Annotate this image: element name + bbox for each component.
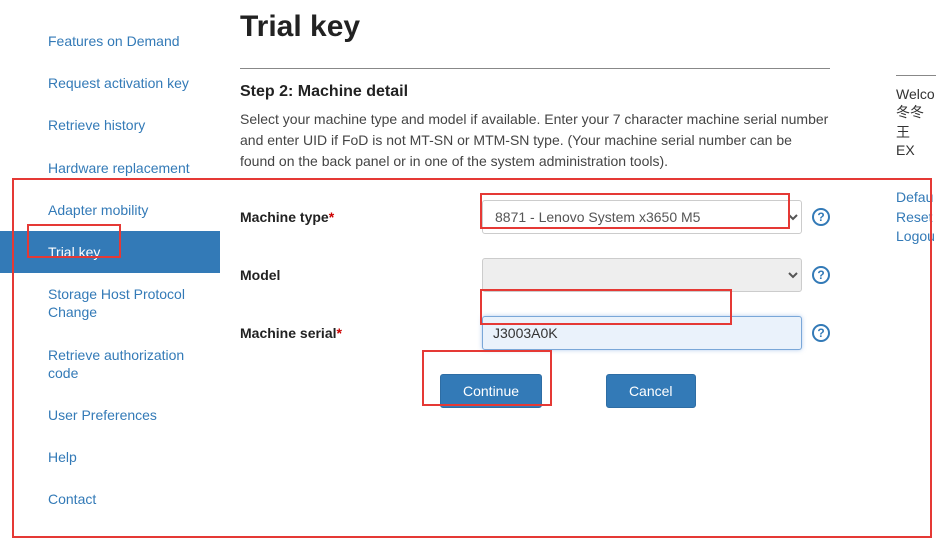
continue-button[interactable]: Continue bbox=[440, 374, 542, 408]
link-logout[interactable]: Logou bbox=[896, 227, 936, 247]
sidebar-item-features-on-demand[interactable]: Features on Demand bbox=[0, 20, 220, 62]
machine-serial-input[interactable] bbox=[482, 316, 802, 350]
sidebar-item-contact[interactable]: Contact bbox=[0, 478, 220, 520]
row-model: Model ? bbox=[240, 258, 830, 292]
sidebar-item-request-activation-key[interactable]: Request activation key bbox=[0, 62, 220, 104]
row-machine-type: Machine type* 8871 - Lenovo System x3650… bbox=[240, 200, 830, 234]
label-machine-serial: Machine serial* bbox=[240, 325, 482, 341]
label-machine-type: Machine type* bbox=[240, 209, 482, 225]
divider bbox=[240, 68, 830, 69]
help-icon[interactable]: ? bbox=[812, 208, 830, 226]
welcome-line2: 王 bbox=[896, 122, 936, 142]
sidebar-item-hardware-replacement[interactable]: Hardware replacement bbox=[0, 147, 220, 189]
label-machine-type-text: Machine type bbox=[240, 209, 329, 225]
label-machine-serial-text: Machine serial bbox=[240, 325, 337, 341]
sidebar-item-retrieve-authorization-code[interactable]: Retrieve authorization code bbox=[0, 334, 220, 394]
welcome-line3: EX bbox=[896, 142, 936, 158]
cancel-button[interactable]: Cancel bbox=[606, 374, 696, 408]
main-content: Trial key Step 2: Machine detail Select … bbox=[220, 0, 860, 520]
required-mark: * bbox=[329, 209, 334, 225]
sidebar-item-help[interactable]: Help bbox=[0, 436, 220, 478]
label-model: Model bbox=[240, 267, 482, 283]
row-machine-serial: Machine serial* ? bbox=[240, 316, 830, 350]
link-default[interactable]: Defau bbox=[896, 188, 936, 208]
help-icon[interactable]: ? bbox=[812, 324, 830, 342]
model-select[interactable] bbox=[482, 258, 802, 292]
step-title: Step 2: Machine detail bbox=[240, 83, 830, 101]
welcome-line1: 冬冬 bbox=[896, 102, 936, 122]
step-description: Select your machine type and model if av… bbox=[240, 109, 830, 172]
sidebar-item-adapter-mobility[interactable]: Adapter mobility bbox=[0, 189, 220, 231]
link-reset[interactable]: Reset bbox=[896, 208, 936, 228]
sidebar-item-storage-host-protocol-change[interactable]: Storage Host Protocol Change bbox=[0, 273, 220, 333]
required-mark: * bbox=[337, 325, 342, 341]
page-title: Trial key bbox=[240, 10, 830, 44]
machine-type-select[interactable]: 8871 - Lenovo System x3650 M5 bbox=[482, 200, 802, 234]
sidebar-item-user-preferences[interactable]: User Preferences bbox=[0, 394, 220, 436]
sidebar: Features on DemandRequest activation key… bbox=[0, 0, 220, 520]
welcome-text: Welco bbox=[896, 86, 936, 102]
right-panel: Welco 冬冬 王 EX Defau Reset Logou bbox=[896, 75, 936, 247]
sidebar-item-retrieve-history[interactable]: Retrieve history bbox=[0, 104, 220, 146]
help-icon[interactable]: ? bbox=[812, 266, 830, 284]
button-row: Continue Cancel bbox=[240, 374, 830, 408]
sidebar-item-trial-key[interactable]: Trial key bbox=[0, 231, 220, 273]
